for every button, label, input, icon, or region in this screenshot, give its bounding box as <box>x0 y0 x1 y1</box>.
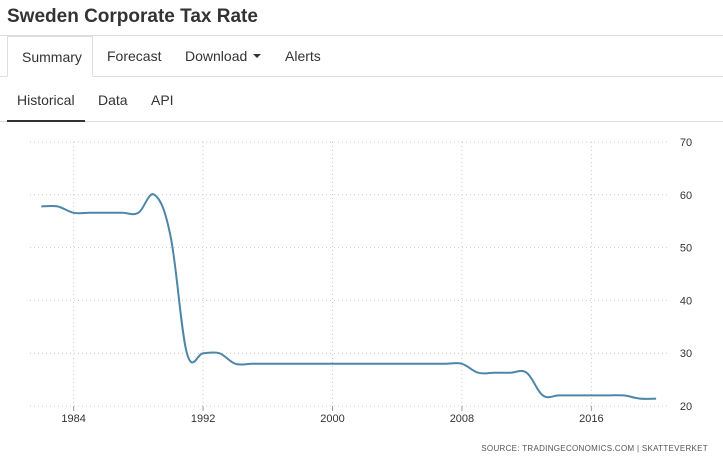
chart-area: 70 60 50 40 30 20 1984 1992 2000 2008 2016 SOURCE:… <box>0 122 723 457</box>
series-line <box>41 193 657 400</box>
x-tick-label: 2008 <box>450 413 474 425</box>
sub-tabs: Historical Data API <box>0 77 723 122</box>
x-tick-label: 1984 <box>61 413 85 425</box>
subtab-data[interactable]: Data <box>98 92 128 108</box>
x-tick-label: 1992 <box>191 413 215 425</box>
y-tick-label: 30 <box>680 348 692 360</box>
y-tick-label: 20 <box>680 401 692 413</box>
tab-download-label: Download <box>185 48 248 64</box>
y-tick-label: 50 <box>680 243 692 255</box>
y-tick-label: 70 <box>680 137 692 149</box>
line-chart: 70 60 50 40 30 20 1984 1992 2000 2008 2016 <box>30 137 692 425</box>
title-bar: Sweden Corporate Tax Rate <box>0 0 723 36</box>
x-tick-label: 2000 <box>320 413 344 425</box>
caret-down-icon <box>253 54 262 59</box>
tab-alerts[interactable]: Alerts <box>285 48 321 64</box>
tab-summary[interactable]: Summary <box>7 36 93 77</box>
y-tick-label: 60 <box>680 190 692 202</box>
x-tick-label: 2016 <box>579 413 603 425</box>
source-credit: SOURCE: TRADINGECONOMICS.COM | SKATTEVER… <box>481 444 708 453</box>
subtab-historical[interactable]: Historical <box>7 77 85 122</box>
subtab-api[interactable]: API <box>151 92 174 108</box>
y-tick-label: 40 <box>680 295 692 307</box>
main-tabs: Summary Forecast Download Alerts <box>0 36 723 77</box>
page-title: Sweden Corporate Tax Rate <box>7 6 258 27</box>
tab-forecast[interactable]: Forecast <box>107 48 162 64</box>
tab-download[interactable]: Download <box>185 36 262 77</box>
